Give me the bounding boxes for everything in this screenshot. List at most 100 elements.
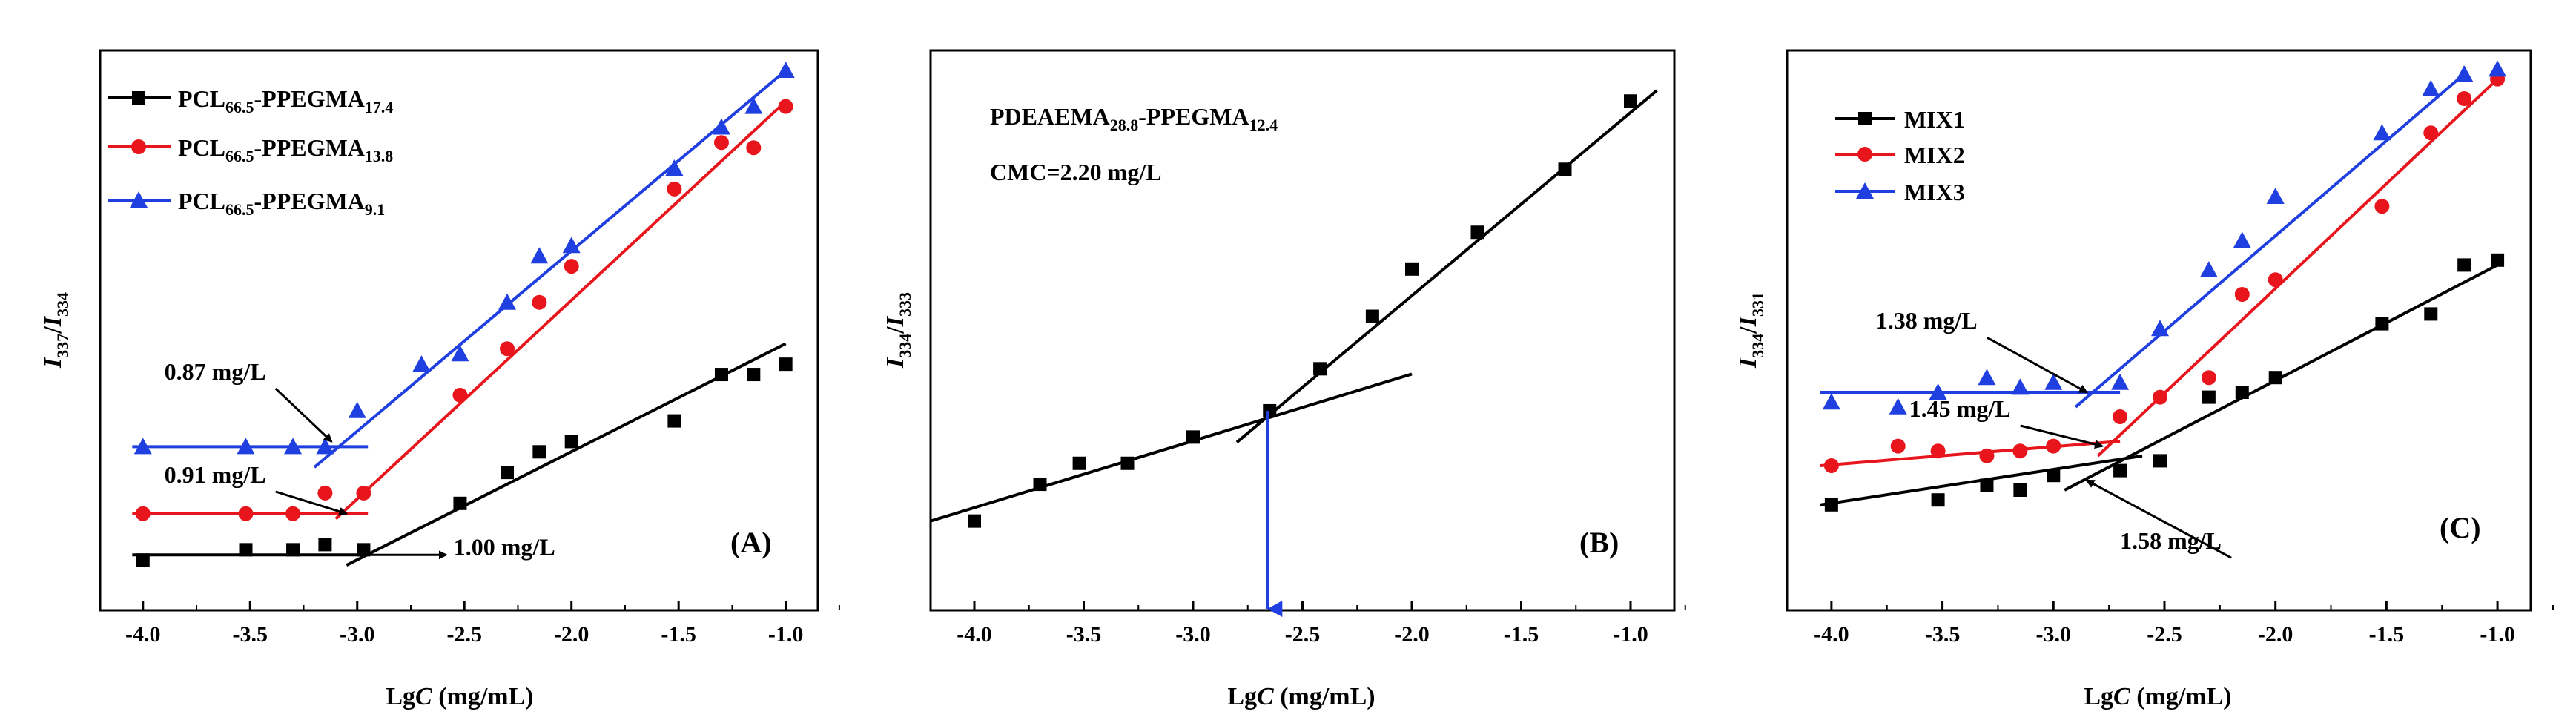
x-tick-label: -2.5 — [2147, 622, 2182, 647]
data-point — [453, 496, 467, 510]
data-point — [778, 99, 793, 114]
data-point — [2044, 373, 2063, 390]
data-point — [237, 438, 255, 455]
data-point — [2111, 373, 2130, 390]
panel-c-legend: MIX1 MIX2 MIX3 — [1835, 106, 1965, 205]
x-tick-label: -2.0 — [1394, 622, 1430, 647]
data-point — [1823, 458, 1839, 473]
panel-a-legend-item: PCL66.5-PPEGMA17.4 — [108, 85, 393, 116]
x-axis-label: LgC (mg/mL) — [2084, 683, 2231, 710]
panel-a-legend: PCL66.5-PPEGMA17.4 PCL66.5-PPEGMA13.8 PC… — [108, 85, 393, 219]
data-point — [2489, 60, 2507, 77]
data-point — [2268, 272, 2283, 288]
data-point — [348, 401, 366, 418]
data-point — [318, 538, 332, 552]
data-point — [2113, 409, 2128, 424]
data-point — [2046, 438, 2061, 454]
panel-c-plot-area: -4.0 -3.5 -3.0 -2.5 -2.0 -1.5 -1.0 1.38 mg/L 1.4… — [1814, 60, 2554, 647]
data-point — [501, 466, 515, 480]
x-tick-label: -1.0 — [2480, 622, 2515, 647]
y-axis-label: I334/I333 — [882, 292, 914, 369]
data-point — [451, 345, 469, 362]
panel-c-legend-item: MIX1 — [1835, 106, 1965, 133]
data-point — [316, 438, 334, 455]
x-tick-label: -3.5 — [1925, 622, 1961, 647]
data-point — [2150, 320, 2169, 337]
fit-line — [2074, 73, 2466, 409]
fit-line — [346, 342, 787, 567]
x-tick-label: -1.0 — [1613, 622, 1648, 647]
x-axis-label: LgC (mg/mL) — [386, 683, 533, 710]
fit-line — [313, 69, 787, 469]
x-tick-label: -2.0 — [2258, 622, 2293, 647]
data-point — [1980, 478, 1994, 492]
y-axis-label: I334/I331 — [1734, 292, 1767, 369]
data-point — [2423, 125, 2439, 141]
x-tick-label: -4.0 — [125, 622, 161, 647]
x-tick-label: -3.0 — [2036, 622, 2072, 647]
data-point — [744, 97, 763, 114]
legend-text: PCL — [178, 85, 225, 112]
data-point — [2234, 287, 2250, 302]
y-axis-label: I337/I334 — [39, 292, 72, 369]
annotation-label: 0.87 mg/L — [165, 358, 266, 385]
data-point — [1978, 369, 1996, 386]
svg-text:PCL66.5-PPEGMA17.4: PCL66.5-PPEGMA17.4 — [178, 85, 393, 116]
x-tick-label: -1.5 — [1504, 622, 1539, 647]
data-point — [2113, 463, 2127, 478]
panel-c-legend-item: MIX2 — [1835, 142, 1965, 168]
panel-a-legend-item: PCL66.5-PPEGMA13.8 — [108, 134, 393, 165]
data-point — [1890, 438, 1906, 454]
data-point — [412, 355, 431, 372]
data-point — [2266, 188, 2285, 204]
data-point — [2202, 390, 2216, 404]
data-point — [2152, 389, 2167, 405]
data-point — [2455, 65, 2474, 82]
data-point — [665, 159, 684, 176]
data-point — [532, 445, 546, 459]
data-point — [1313, 362, 1327, 376]
annotation-arrow — [2020, 424, 2104, 449]
data-point — [238, 506, 254, 521]
annotation-arrow — [1987, 336, 2088, 394]
data-point — [284, 438, 303, 455]
data-point — [1405, 262, 1419, 276]
annotation-arrow — [2085, 479, 2232, 559]
legend-text: MIX2 — [1904, 142, 1965, 168]
data-point — [747, 368, 761, 382]
data-point — [2235, 386, 2249, 399]
data-point — [776, 62, 795, 78]
annotation-label: 1.00 mg/L — [454, 533, 555, 560]
panel-a-legend-item: PCL66.5-PPEGMA9.1 — [108, 188, 385, 219]
data-point — [562, 237, 581, 254]
panel-b-title-line-1: PDEAEMA28.8-PPEGMA12.4 — [990, 103, 1278, 134]
data-point — [1624, 94, 1637, 108]
annotation-label: 0.91 mg/L — [165, 461, 266, 488]
data-point — [564, 259, 579, 274]
data-point — [2491, 253, 2505, 267]
panel-c-legend-item: MIX3 — [1835, 179, 1965, 205]
panel-label: (B) — [1579, 526, 1619, 559]
data-point — [968, 514, 981, 528]
legend-text: MIX3 — [1904, 179, 1965, 205]
panel-b-cmc-label: CMC=2.20 mg/L — [990, 159, 1162, 185]
data-point — [713, 135, 729, 151]
annotation-label: 1.38 mg/L — [1876, 307, 1978, 334]
data-point — [136, 553, 150, 567]
data-point — [1931, 493, 1945, 507]
x-tick-label: -2.5 — [1285, 622, 1321, 647]
legend-text: PCL — [178, 188, 225, 214]
fit-line — [1820, 440, 2121, 467]
data-point — [1186, 430, 1200, 444]
data-point — [2457, 91, 2472, 106]
data-point — [714, 368, 728, 382]
data-point — [1930, 443, 1946, 459]
annotation-arrow — [274, 387, 333, 443]
data-point — [2375, 317, 2389, 331]
panel-c-frame — [1786, 49, 2532, 612]
panel-c: -4.0 -3.5 -3.0 -2.5 -2.0 -1.5 -1.0 1.38 mg/L 1.4… — [1734, 49, 2554, 710]
data-point — [1470, 225, 1484, 240]
data-point — [452, 387, 468, 403]
data-point — [564, 435, 578, 449]
